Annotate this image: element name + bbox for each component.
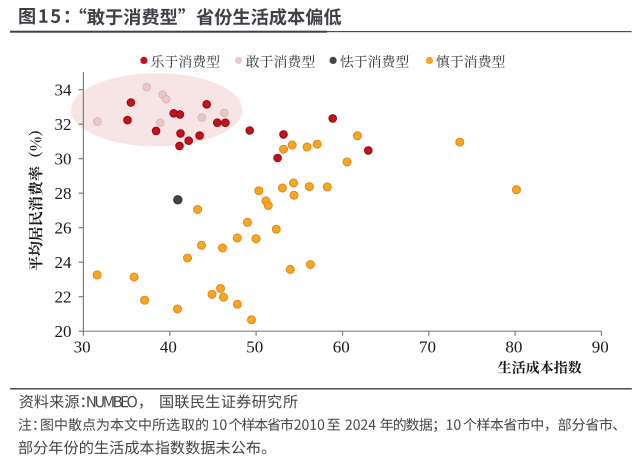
svg-text:24: 24 [55, 253, 73, 272]
svg-text:26: 26 [55, 218, 72, 237]
svg-text:30: 30 [55, 149, 72, 168]
svg-text:60: 60 [333, 338, 350, 357]
svg-text:90: 90 [592, 338, 609, 357]
svg-text:30: 30 [74, 338, 91, 357]
svg-text:32: 32 [55, 115, 72, 134]
svg-text:80: 80 [505, 338, 522, 357]
svg-text:22: 22 [55, 287, 72, 306]
svg-text:40: 40 [160, 338, 177, 357]
svg-text:28: 28 [55, 184, 72, 203]
svg-text:50: 50 [246, 338, 263, 357]
svg-text:70: 70 [419, 338, 436, 357]
svg-text:20: 20 [55, 322, 72, 341]
svg-text:34: 34 [55, 80, 73, 99]
